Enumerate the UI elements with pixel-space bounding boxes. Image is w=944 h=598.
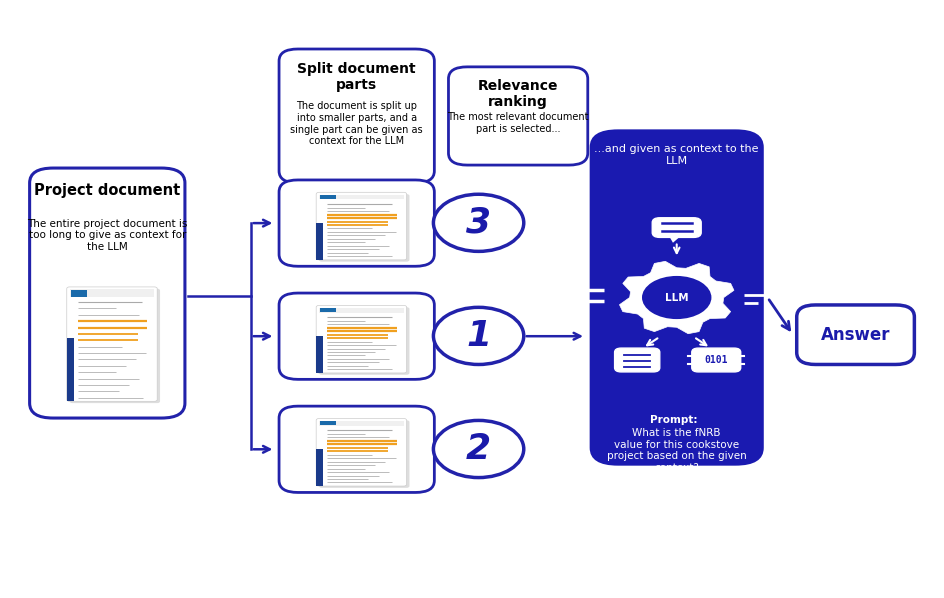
Text: The most relevant document
part is selected...: The most relevant document part is selec… — [447, 112, 589, 134]
FancyBboxPatch shape — [319, 307, 410, 375]
FancyBboxPatch shape — [316, 306, 407, 373]
Polygon shape — [619, 261, 733, 334]
Text: 1: 1 — [466, 319, 491, 353]
FancyBboxPatch shape — [70, 289, 155, 297]
FancyBboxPatch shape — [316, 419, 407, 486]
FancyBboxPatch shape — [316, 193, 407, 260]
FancyBboxPatch shape — [319, 308, 404, 313]
FancyBboxPatch shape — [279, 293, 434, 379]
Text: What is the fNRB
value for this cookstove
project based on the given
context?: What is the fNRB value for this cookstov… — [607, 428, 747, 473]
Polygon shape — [669, 236, 681, 243]
FancyBboxPatch shape — [692, 348, 741, 372]
Text: The entire project document is
too long to give as context for
the LLM: The entire project document is too long … — [27, 219, 188, 252]
FancyBboxPatch shape — [320, 421, 336, 425]
Text: 0101: 0101 — [704, 355, 728, 365]
FancyBboxPatch shape — [67, 338, 74, 401]
Text: Project document: Project document — [34, 183, 180, 198]
FancyBboxPatch shape — [319, 195, 404, 199]
FancyBboxPatch shape — [319, 421, 404, 426]
FancyBboxPatch shape — [590, 129, 764, 466]
FancyBboxPatch shape — [320, 308, 336, 312]
FancyBboxPatch shape — [652, 218, 701, 237]
Text: Relevance
ranking: Relevance ranking — [478, 79, 558, 109]
FancyBboxPatch shape — [29, 168, 185, 418]
FancyBboxPatch shape — [70, 289, 160, 403]
Text: 3: 3 — [466, 206, 491, 240]
Text: ...and given as context to the
LLM: ...and given as context to the LLM — [595, 144, 759, 166]
FancyBboxPatch shape — [615, 348, 660, 372]
Text: Answer: Answer — [820, 326, 890, 344]
Circle shape — [433, 307, 524, 364]
FancyBboxPatch shape — [316, 449, 324, 486]
FancyBboxPatch shape — [448, 67, 588, 165]
Circle shape — [433, 420, 524, 478]
FancyBboxPatch shape — [316, 336, 324, 373]
FancyBboxPatch shape — [279, 180, 434, 266]
FancyBboxPatch shape — [279, 49, 434, 183]
FancyBboxPatch shape — [797, 305, 915, 364]
FancyBboxPatch shape — [319, 194, 410, 262]
FancyBboxPatch shape — [71, 290, 87, 297]
Circle shape — [433, 194, 524, 251]
Text: Split document
parts: Split document parts — [297, 62, 416, 92]
Circle shape — [641, 275, 713, 320]
FancyBboxPatch shape — [279, 406, 434, 492]
FancyBboxPatch shape — [67, 287, 158, 401]
Text: LLM: LLM — [665, 292, 688, 303]
FancyBboxPatch shape — [319, 420, 410, 488]
Text: 2: 2 — [466, 432, 491, 466]
FancyBboxPatch shape — [320, 195, 336, 199]
Text: Prompt:: Prompt: — [650, 415, 698, 425]
Text: The document is split up
into smaller parts, and a
single part can be given as
c: The document is split up into smaller pa… — [291, 102, 423, 146]
FancyBboxPatch shape — [316, 222, 324, 260]
